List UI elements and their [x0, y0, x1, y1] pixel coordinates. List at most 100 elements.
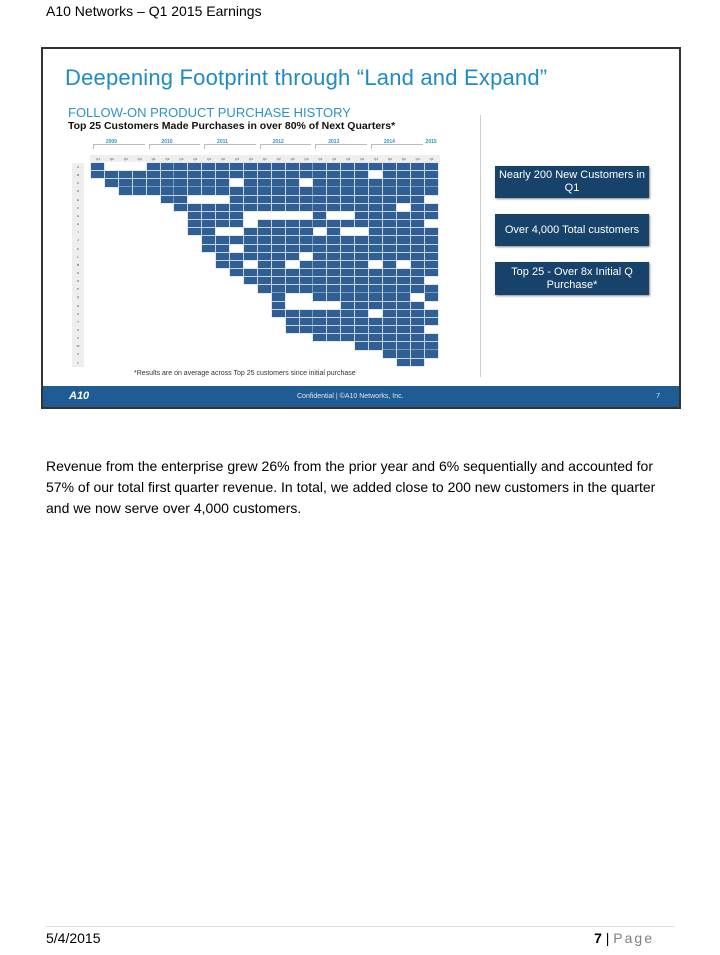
quarter-label: Q4: [304, 157, 309, 161]
purchase-cell: [396, 179, 410, 187]
year-bracket-line: [148, 144, 201, 145]
purchase-cell: [382, 334, 396, 342]
purchase-cell: [202, 244, 216, 252]
purchase-cell: [271, 220, 285, 228]
purchase-cell: [160, 171, 174, 179]
quarter-label: Q3: [179, 157, 184, 161]
row-label: H: [76, 222, 80, 227]
purchase-cell: [202, 203, 216, 212]
purchase-cell: [202, 236, 216, 244]
purchase-cell: [424, 244, 438, 252]
row-label: T: [77, 319, 79, 324]
purchase-cell: [230, 211, 243, 220]
purchase-cell: [369, 203, 382, 212]
slide-subtitle: FOLLOW-ON PRODUCT PURCHASE HISTORY: [68, 105, 351, 120]
year-bracket-line: [204, 144, 256, 145]
purchase-cell: [410, 211, 424, 220]
purchase-cell: [313, 252, 327, 260]
row-label: Q: [76, 295, 80, 300]
purchase-cell: [299, 163, 313, 171]
quarter-label: Q1: [262, 157, 267, 161]
purchase-cell: [341, 260, 355, 269]
purchase-cell: [424, 203, 438, 212]
a10-logo: A10: [69, 390, 90, 402]
year-bracket-tick: [148, 144, 150, 149]
purchase-cell: [299, 285, 313, 293]
purchase-cell: [355, 334, 369, 342]
row-label: P: [76, 287, 79, 292]
purchase-cell: [424, 260, 438, 269]
purchase-cell: [341, 252, 355, 260]
purchase-cell: [396, 285, 410, 293]
purchase-cell: [285, 326, 299, 334]
year-bracket-line: [259, 144, 312, 145]
purchase-cell: [369, 277, 382, 285]
row-label: Y: [76, 360, 79, 365]
year-label: 2014: [383, 139, 395, 145]
quarter-label: Q4: [415, 157, 420, 161]
purchase-cell: [299, 187, 313, 195]
purchase-cell: [216, 252, 230, 260]
callout-total-customers: Over 4,000 Total customers: [495, 214, 649, 246]
purchase-cell: [369, 252, 382, 260]
purchase-cell: [313, 260, 327, 269]
purchase-cell: [132, 179, 146, 187]
purchase-cell: [410, 195, 424, 203]
footer-divider: [46, 926, 674, 927]
purchase-cell: [202, 163, 216, 171]
purchase-cell: [285, 187, 299, 195]
purchase-cell: [285, 195, 299, 203]
purchase-cell: [341, 285, 355, 293]
purchase-cell: [424, 252, 438, 260]
purchase-cell: [299, 317, 313, 326]
purchase-cell: [257, 228, 271, 236]
quarter-label: Q3: [123, 157, 128, 161]
purchase-cell: [202, 179, 216, 187]
confidential-text: Confidential | ©A10 Networks, Inc.: [297, 393, 404, 400]
purchase-cell: [146, 187, 160, 195]
purchase-cell: [410, 268, 424, 277]
purchase-cell: [243, 228, 257, 236]
purchase-cell: [355, 195, 369, 203]
purchase-cell: [396, 195, 410, 203]
purchase-cell: [216, 220, 230, 228]
purchase-cell: [327, 260, 341, 269]
purchase-cell: [382, 244, 396, 252]
purchase-cell: [382, 350, 396, 358]
purchase-cell: [382, 277, 396, 285]
purchase-cell: [355, 244, 369, 252]
purchase-cell: [313, 187, 327, 195]
purchase-cell: [341, 277, 355, 285]
purchase-cell: [396, 268, 410, 277]
year-label: 2009: [105, 139, 117, 145]
purchase-cell: [257, 252, 271, 260]
quarter-label: Q1: [373, 157, 378, 161]
purchase-cell: [243, 277, 257, 285]
purchase-cell: [341, 326, 355, 334]
quarter-label: Q2: [332, 157, 337, 161]
purchase-cell: [285, 277, 299, 285]
purchase-cell: [355, 179, 369, 187]
purchase-cell: [230, 171, 243, 179]
purchase-cell: [271, 309, 285, 317]
purchase-cell: [160, 195, 174, 203]
purchase-cell: [327, 179, 341, 187]
purchase-cell: [188, 203, 202, 212]
quarter-label: Q2: [165, 157, 170, 161]
purchase-cell: [396, 334, 410, 342]
purchase-cell: [341, 293, 355, 301]
purchase-cell: [327, 326, 341, 334]
quarter-label: Q2: [276, 157, 281, 161]
row-label: M: [76, 262, 80, 267]
purchase-cell: [396, 228, 410, 236]
quarter-label: Q3: [234, 157, 239, 161]
purchase-cell: [299, 268, 313, 277]
purchase-cell: [382, 228, 396, 236]
purchase-cell: [341, 309, 355, 317]
purchase-cell: [243, 179, 257, 187]
purchase-cell: [396, 326, 410, 334]
footer-page: 7 | Page: [594, 930, 654, 946]
purchase-cell: [174, 195, 188, 203]
purchase-cell: [313, 244, 327, 252]
row-label: U: [76, 328, 80, 332]
